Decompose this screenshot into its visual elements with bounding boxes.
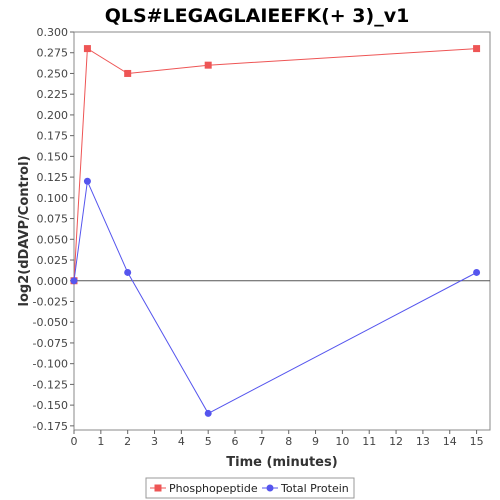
y-tick-label: -0.025 [33, 295, 68, 308]
x-tick-label: 0 [71, 435, 78, 448]
plot-area [73, 31, 491, 431]
x-tick-label: 15 [470, 435, 484, 448]
y-tick-label: 0.275 [37, 47, 69, 60]
data-point-total-protein [204, 409, 212, 417]
y-tick-label: 0.200 [37, 109, 69, 122]
y-tick-label: 0.175 [37, 130, 69, 143]
x-axis: 0 1 2 3 4 5 6 7 8 9 10 11 12 13 14 15 [71, 430, 484, 448]
x-axis-label: Time (minutes) [226, 455, 337, 470]
y-axis-label: log2(dDAVP/Control) [17, 156, 32, 307]
y-tick-label: -0.125 [33, 378, 68, 391]
y-tick-label: 0.300 [37, 26, 69, 39]
y-tick-label: -0.150 [33, 399, 68, 412]
data-point-phosphopeptide [473, 45, 481, 53]
y-tick-label: -0.050 [33, 316, 68, 329]
x-tick-label: 8 [285, 435, 292, 448]
x-tick-label: 6 [232, 435, 239, 448]
series-layer [70, 45, 481, 417]
chart-title: QLS#LEGAGLAIEEFK(+ 3)_v1 [105, 5, 410, 27]
data-point-total-protein [124, 268, 132, 276]
x-tick-label: 2 [124, 435, 131, 448]
y-tick-label: 0.150 [37, 150, 69, 163]
x-tick-label: 13 [416, 435, 430, 448]
legend-total-protein-label: Total Protein [280, 482, 349, 495]
x-tick-label: 1 [97, 435, 104, 448]
x-tick-label: 10 [335, 435, 349, 448]
y-tick-label: -0.075 [33, 337, 68, 350]
y-tick-label: 0.050 [37, 233, 69, 246]
x-tick-label: 9 [312, 435, 319, 448]
y-tick-label: 0.125 [37, 171, 69, 184]
legend-box [145, 477, 355, 499]
y-axis: -0.175 -0.150 -0.125 -0.100 -0.075 -0.050 -0.0… [33, 26, 74, 433]
data-point-phosphopeptide [124, 69, 132, 77]
data-point-phosphopeptide [204, 61, 212, 69]
y-tick-label: 0.225 [37, 88, 69, 101]
y-tick-label: -0.175 [33, 420, 68, 433]
y-tick-label: 0.025 [37, 254, 69, 267]
y-tick-label: -0.100 [33, 358, 68, 371]
legend-phosphopeptide-marker [154, 484, 162, 492]
x-tick-label: 5 [205, 435, 212, 448]
legend-total-protein-marker [266, 484, 274, 492]
data-point-total-protein [473, 268, 481, 276]
y-tick-label: 0.100 [37, 192, 69, 205]
x-tick-label: 12 [389, 435, 403, 448]
legend: Phosphopeptide Total Protein [145, 477, 355, 499]
legend-phosphopeptide-label: Phosphopeptide [169, 482, 258, 495]
data-point-total-protein [70, 277, 78, 285]
x-tick-label: 4 [178, 435, 185, 448]
x-tick-label: 7 [258, 435, 265, 448]
y-tick-label: 0.000 [37, 275, 69, 288]
x-tick-label: 14 [443, 435, 457, 448]
y-tick-label: 0.250 [37, 67, 69, 80]
x-tick-label: 3 [151, 435, 158, 448]
data-point-phosphopeptide [83, 45, 91, 53]
y-tick-label: 0.075 [37, 213, 69, 226]
data-point-total-protein [83, 177, 91, 185]
x-tick-label: 11 [362, 435, 376, 448]
